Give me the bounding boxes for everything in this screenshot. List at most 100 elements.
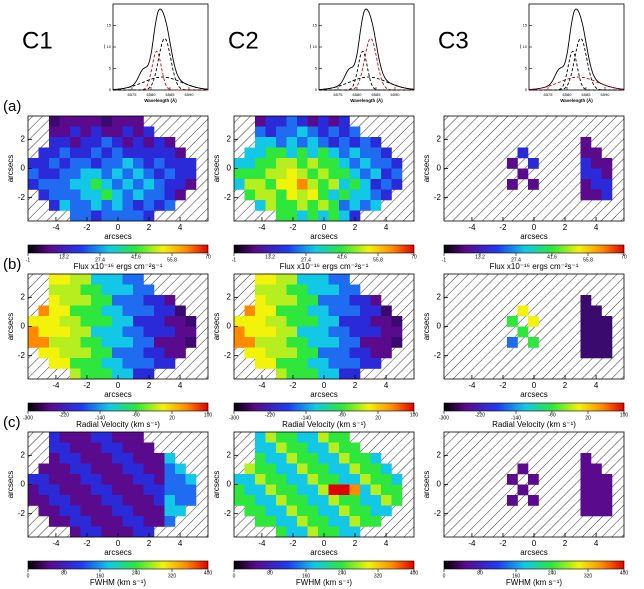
map-pixel <box>580 347 592 359</box>
map-pixel <box>70 189 81 201</box>
map-pixel <box>265 147 277 159</box>
map-pixel <box>307 463 319 475</box>
map-pixel <box>265 463 277 475</box>
map-pixel <box>286 274 298 285</box>
colorbar-label: Flux x10⁻¹⁶ ergs cm⁻²s⁻¹ <box>490 262 579 271</box>
map-pixel <box>276 200 287 211</box>
colorbar-tick-label: 400 <box>620 570 629 576</box>
map-pixel <box>122 526 134 538</box>
map-pixel <box>318 189 329 201</box>
map-pixel <box>328 463 340 475</box>
map-pixel <box>49 274 60 285</box>
map-ylabel: arcsecs <box>6 155 15 183</box>
map-xlabel: arcsecs <box>520 232 548 241</box>
map-pixel <box>255 337 266 348</box>
map-pixel <box>265 137 277 148</box>
map-pixel <box>591 147 602 159</box>
map-pixel <box>49 505 60 517</box>
map-pixel <box>80 305 92 317</box>
map-pixel <box>80 326 92 338</box>
map-pixel <box>133 358 144 369</box>
colorbar <box>233 560 415 570</box>
map-pixel <box>164 337 176 348</box>
map-pixel <box>122 126 134 138</box>
map-pixel <box>164 168 176 180</box>
map-pixel <box>255 316 266 327</box>
map-x-tick-label: 0 <box>322 381 327 390</box>
map-y-tick-label: -2 <box>434 351 442 360</box>
map-pixel <box>297 526 308 538</box>
map-x-tick-label: -2 <box>499 381 507 390</box>
map-pixel <box>244 168 256 180</box>
map-pixel <box>164 200 176 211</box>
map-pixel <box>101 526 113 538</box>
map-y-tick-label: 2 <box>227 450 232 459</box>
map-pixel <box>80 147 92 159</box>
map-pixel <box>349 516 361 527</box>
map-pixel <box>112 358 123 369</box>
map-pixel <box>276 316 287 327</box>
map-pixel <box>276 305 287 317</box>
map-pixel <box>112 147 123 159</box>
spectrum-tick-label: 10 <box>523 44 528 49</box>
map-pixel <box>328 168 340 180</box>
map-pixel <box>112 210 123 222</box>
map-pixel <box>175 505 186 517</box>
colorbar-label: Flux x10⁻¹⁶ ergs cm⁻²s⁻¹ <box>74 262 163 271</box>
spectrum-tick-label: 6580 <box>353 92 363 97</box>
map-pixel <box>360 326 371 338</box>
map-pixel <box>91 210 102 222</box>
map-pixel <box>122 295 134 306</box>
map-pixel <box>580 453 592 464</box>
map-pixel <box>360 358 371 369</box>
map-pixel <box>154 453 165 464</box>
map-pixel <box>80 210 92 222</box>
map-pixel <box>507 474 518 485</box>
map-pixel <box>318 358 329 369</box>
map-pixel <box>318 158 329 169</box>
map-pixel <box>244 147 256 159</box>
map-pixel <box>59 116 71 127</box>
map-pixel <box>255 495 266 506</box>
map-pixel <box>112 505 123 517</box>
map-pixel <box>318 210 329 222</box>
map-pixel <box>143 474 155 485</box>
map-pixel <box>370 337 382 348</box>
map-pixel <box>328 337 340 348</box>
map-x-tick-label: -4 <box>258 381 266 390</box>
map-pixel <box>591 347 602 359</box>
map-pixel <box>164 453 176 464</box>
map-pixel <box>580 326 592 338</box>
map-pixel <box>276 337 287 348</box>
colorbar-tick-label: -220 <box>59 412 69 418</box>
map-x-tick-label: -2 <box>289 381 297 390</box>
map-pixel <box>591 495 602 506</box>
map-pixel <box>286 326 298 338</box>
colorbar-label: Radial Velocity (km s⁻¹) <box>492 420 576 429</box>
map-pixel <box>328 358 340 369</box>
colorbar <box>233 244 415 254</box>
map-pixel <box>370 453 382 464</box>
map-x-tick-label: 2 <box>147 539 152 548</box>
map-y-tick-label: 2 <box>437 450 442 459</box>
map-pixel <box>133 137 144 148</box>
map-pixel <box>112 274 123 285</box>
map-pixel <box>59 463 71 475</box>
map-pixel <box>133 126 144 138</box>
map-pixel <box>370 189 382 201</box>
map-pixel <box>286 474 298 485</box>
map-x-tick-label: -2 <box>83 539 91 548</box>
map-pixel <box>297 126 308 138</box>
colorbar <box>233 402 415 412</box>
map-pixel <box>49 284 60 296</box>
map-x-tick-label: 2 <box>353 539 358 548</box>
map-pixel <box>591 463 602 475</box>
map-pixel <box>349 284 361 296</box>
map-pixel <box>360 137 371 148</box>
map-pixel <box>328 505 340 517</box>
colorbar-tick-label: 20 <box>375 415 381 421</box>
map-pixel <box>91 358 102 369</box>
map-pixel <box>339 368 350 380</box>
map-pixel <box>80 168 92 180</box>
map-pixel <box>101 137 113 148</box>
